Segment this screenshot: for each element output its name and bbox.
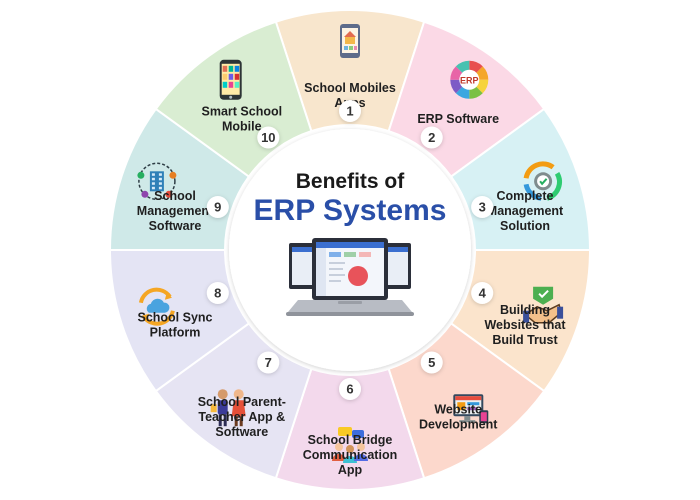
number-badge bbox=[339, 378, 361, 400]
segment-label-line: Build Trust bbox=[492, 333, 558, 347]
segment-label-line: School Sync bbox=[137, 310, 212, 324]
segment-1: School MobilesApps1 bbox=[274, 9, 426, 133]
smartphone-icon bbox=[219, 59, 242, 100]
segment-label: Smart School Mobile bbox=[202, 105, 283, 134]
number-badge-text: 2 bbox=[428, 130, 435, 145]
number-badge bbox=[257, 351, 280, 374]
number-badge-text: 9 bbox=[214, 200, 221, 215]
segment-label-line: Development bbox=[419, 417, 498, 431]
cloud-sync-icon bbox=[138, 287, 175, 326]
segment-label-line: Software bbox=[215, 425, 268, 439]
segment-label-line: Website bbox=[434, 402, 482, 416]
segment-label-line: School bbox=[154, 189, 196, 203]
segment-label: ERP Software bbox=[417, 112, 499, 126]
segments-layer: School MobilesApps1 ERP ERP Software 2 Compl… bbox=[108, 9, 592, 492]
number-badge-text: 10 bbox=[261, 130, 275, 145]
center-title-line2: ERP Systems bbox=[254, 194, 447, 227]
segment-label: School Sync Platform bbox=[137, 310, 212, 339]
number-badge bbox=[471, 282, 494, 304]
segment-label-line: ERP Software bbox=[417, 112, 499, 126]
segment-label: School Bridge Communication App bbox=[303, 433, 397, 477]
number-badge-text: 8 bbox=[214, 286, 221, 301]
segment-7: School Parent-Teacher App & Software 7 bbox=[154, 322, 313, 480]
segment-label-line: School Mobiles bbox=[304, 81, 396, 95]
segment-label-line: Complete bbox=[497, 189, 554, 203]
number-badge-text: 6 bbox=[346, 382, 353, 397]
segment-label-line: Management bbox=[137, 204, 214, 218]
segment-label-line: Mobile bbox=[222, 120, 262, 134]
segment-5: Website Development 5 bbox=[387, 322, 546, 480]
number-badge bbox=[206, 282, 229, 304]
segment-label-line: Solution bbox=[500, 219, 550, 233]
gear-cycle-icon bbox=[523, 161, 562, 201]
number-badge-text: 1 bbox=[346, 104, 353, 119]
segment-6: School Bridge Communication App 6 bbox=[274, 367, 426, 492]
laptop-dashboard-icon bbox=[286, 238, 414, 316]
segment-wedge bbox=[274, 9, 426, 133]
center-title-line1: Benefits of bbox=[296, 170, 406, 193]
number-badge bbox=[471, 196, 494, 218]
segment-label-line: Management bbox=[487, 204, 564, 218]
segment-label: School Management Software bbox=[137, 189, 214, 233]
segment-label-line: Smart School bbox=[202, 105, 283, 119]
number-badge-text: 3 bbox=[479, 200, 486, 215]
erp-wheel-icon: ERP bbox=[450, 60, 489, 99]
segment-label-line: Teacher App & bbox=[198, 410, 285, 424]
web-dev-icon bbox=[453, 394, 489, 424]
number-badge-text: 5 bbox=[428, 355, 435, 370]
chat-people-icon bbox=[332, 427, 368, 463]
number-badge bbox=[206, 196, 229, 218]
segment-label: School Parent-Teacher App & Software bbox=[198, 395, 286, 439]
segment-label: Complete Management Solution bbox=[487, 189, 564, 233]
number-badge-text: 7 bbox=[265, 355, 272, 370]
segment-label-line: Platform bbox=[150, 325, 201, 339]
segment-label-line: Software bbox=[149, 219, 202, 233]
number-badge bbox=[420, 351, 443, 374]
segment-label: Building Websites that Build Trust bbox=[484, 303, 566, 347]
segment-label: Website Development bbox=[419, 402, 498, 431]
segment-2: ERP ERP Software 2 bbox=[387, 20, 546, 178]
parent-teacher-icon bbox=[210, 389, 246, 427]
segment-label-line: School Bridge bbox=[308, 433, 393, 447]
svg-text:ERP: ERP bbox=[460, 75, 479, 85]
segment-label-line: App bbox=[338, 463, 363, 477]
segment-label-line: Communication bbox=[303, 448, 397, 462]
number-badge bbox=[257, 126, 280, 149]
segment-label-line: School Parent- bbox=[198, 395, 286, 409]
number-badge-text: 4 bbox=[479, 286, 487, 301]
number-badge bbox=[339, 100, 361, 122]
segment-label-line: Building bbox=[500, 303, 550, 317]
segment-label-line: Websites that bbox=[484, 318, 566, 332]
segment-4: Building Websites that Build Trust 4 bbox=[449, 249, 592, 393]
building-network-icon bbox=[137, 162, 177, 201]
handshake-icon bbox=[523, 286, 564, 324]
center-hub: Benefits of ERP Systems bbox=[229, 129, 471, 371]
school-app-icon bbox=[340, 24, 360, 58]
number-badge bbox=[420, 126, 443, 149]
